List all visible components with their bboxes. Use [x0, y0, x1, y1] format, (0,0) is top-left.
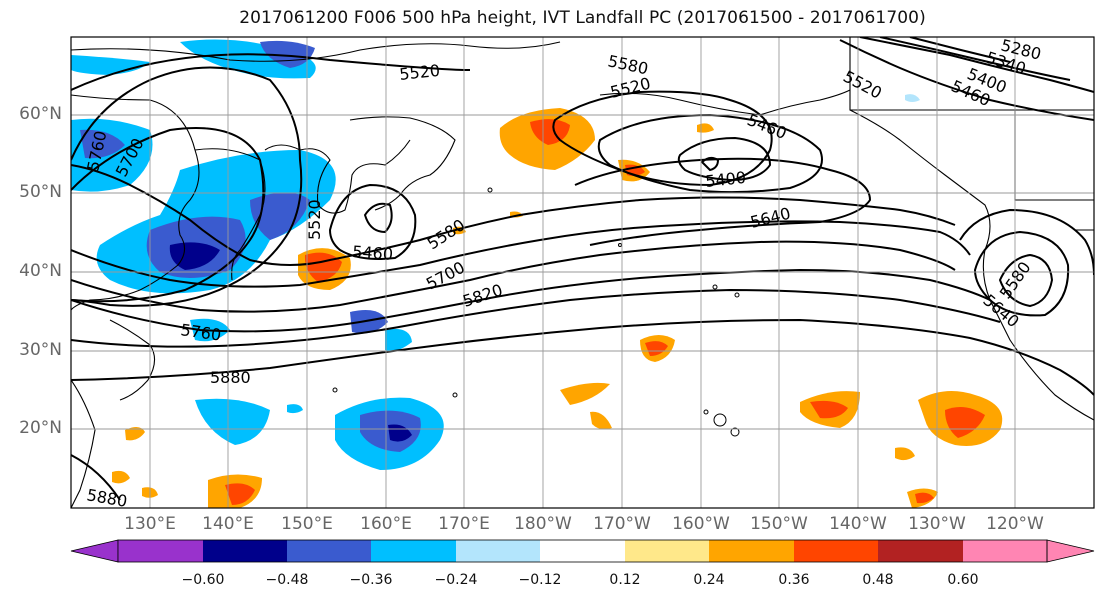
colorbar-tick: 0.24 [693, 572, 725, 588]
colorbar-tick: −0.36 [349, 572, 393, 588]
negative-ivt-shading [71, 39, 920, 470]
map-title: 2017061200 F006 500 hPa height, IVT Land… [239, 8, 926, 28]
islands [332, 187, 740, 437]
colorbar-extend-low [70, 539, 119, 563]
colorbar-tick: −0.24 [434, 572, 478, 588]
lon-label: 140°E [202, 514, 254, 534]
colorbar-bin [540, 540, 625, 562]
graticule [71, 37, 1094, 508]
colorbar-tick: 0.36 [778, 572, 810, 588]
colorbar-bin [118, 540, 203, 562]
contour-label: 5880 [210, 368, 251, 387]
contour-label: 5520 [398, 61, 440, 84]
colorbar-bin [203, 540, 287, 562]
colorbar-tick: 0.48 [862, 572, 894, 588]
lat-label: 60°N [19, 104, 62, 124]
contour-label: 5460 [352, 242, 394, 264]
colorbar-bin [709, 540, 794, 562]
colorbar-bin [794, 540, 878, 562]
lon-label: 160°W [672, 514, 730, 534]
contour-label: 5520 [305, 199, 324, 240]
colorbar-tick: −0.48 [265, 572, 309, 588]
colorbar-extend-high [1046, 539, 1095, 563]
colorbar-bin [963, 540, 1047, 562]
colorbar-bin [625, 540, 709, 562]
colorbar-bin [878, 540, 963, 562]
lon-label: 130°E [124, 514, 176, 534]
contour-label: 5400 [704, 168, 746, 191]
lon-label: 170°E [438, 514, 490, 534]
colorbar-bin [287, 540, 371, 562]
colorbar-tick: 0.60 [947, 572, 979, 588]
colorbar [70, 539, 1095, 563]
lon-label: 170°W [593, 514, 651, 534]
colorbar-bin [456, 540, 540, 562]
lon-label: 120°W [986, 514, 1044, 534]
lon-label: 160°E [360, 514, 412, 534]
lon-label: 180°W [514, 514, 572, 534]
lat-label: 20°N [19, 418, 62, 438]
colorbar-bin [371, 540, 456, 562]
lon-label: 150°E [281, 514, 333, 534]
colorbar-tick: −0.12 [518, 572, 562, 588]
lon-label: 140°W [829, 514, 887, 534]
lat-label: 30°N [19, 340, 62, 360]
lon-label: 150°W [750, 514, 808, 534]
map-frame [70, 36, 1095, 509]
colorbar-tick: −0.60 [181, 572, 225, 588]
colorbar-tick: 0.12 [609, 572, 641, 588]
lat-label: 40°N [19, 261, 62, 281]
lat-label: 50°N [19, 182, 62, 202]
lon-label: 130°W [908, 514, 966, 534]
